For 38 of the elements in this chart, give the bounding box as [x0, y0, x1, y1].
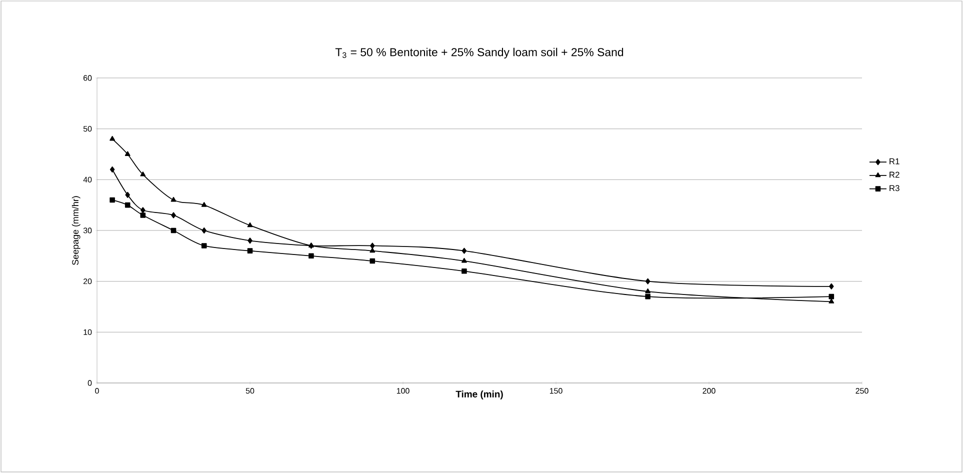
- point: [124, 151, 130, 156]
- point: [140, 212, 146, 218]
- point: [125, 192, 130, 198]
- point: [170, 196, 176, 202]
- point: [829, 283, 834, 290]
- point: [308, 253, 314, 259]
- point: [462, 248, 467, 254]
- point: [140, 172, 146, 176]
- legend-label: R3: [890, 185, 900, 192]
- point: [645, 278, 650, 284]
- point: [370, 242, 375, 249]
- point: [171, 212, 176, 218]
- point: [828, 298, 834, 304]
- point: [828, 294, 834, 300]
- point: [248, 238, 252, 244]
- point: [247, 222, 253, 228]
- point: [110, 197, 115, 203]
- point: [370, 248, 376, 253]
- point: [110, 136, 115, 141]
- legend-label: R2: [890, 172, 900, 178]
- point: [201, 243, 207, 248]
- point: [201, 202, 207, 207]
- point: [462, 258, 467, 263]
- point: [140, 207, 146, 214]
- point: [370, 258, 376, 264]
- point: [645, 288, 651, 294]
- x-axis-title: Time (min): [456, 390, 503, 400]
- point: [308, 242, 314, 248]
- point: [110, 166, 115, 173]
- y-axis-title: Seepage (mm/hr): [72, 196, 80, 265]
- point: [124, 202, 130, 208]
- point: [462, 268, 467, 274]
- chart-title: T$_{3}$ = 50 % Bentonite + 25% Sandy loam soil + 25% Sand: [335, 48, 624, 58]
- point: [202, 227, 207, 234]
- point: [247, 248, 253, 254]
- point: [170, 228, 176, 234]
- point: [645, 294, 650, 300]
- legend-label: R1: [890, 158, 900, 164]
